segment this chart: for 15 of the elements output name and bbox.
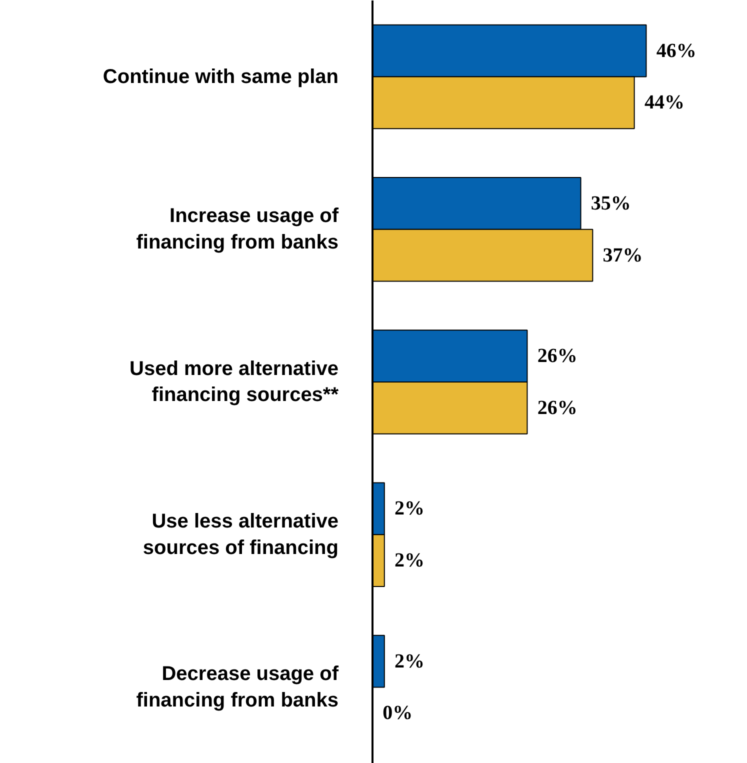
y-tick-label: Increase usage of financing from banks (136, 205, 339, 254)
data-label: 26% (537, 396, 578, 419)
data-label: 44% (644, 92, 684, 114)
data-label: 2% (394, 650, 425, 672)
y-tick-label: Decrease usage of financing from banks (136, 663, 339, 712)
y-tick-label: Continue with same plan (102, 66, 338, 88)
y-tick-label: Use less alternative sources of financing (142, 510, 339, 559)
data-label: 2% (394, 550, 425, 572)
data-label: 2% (394, 498, 425, 520)
data-label: 35% (590, 192, 631, 214)
data-label: 0% (382, 702, 413, 724)
y-tick-label: Used more alternative financing sources** (130, 358, 339, 406)
data-label: 26% (537, 345, 578, 368)
data-label: 37% (602, 244, 643, 266)
data-label: 46% (656, 40, 696, 62)
